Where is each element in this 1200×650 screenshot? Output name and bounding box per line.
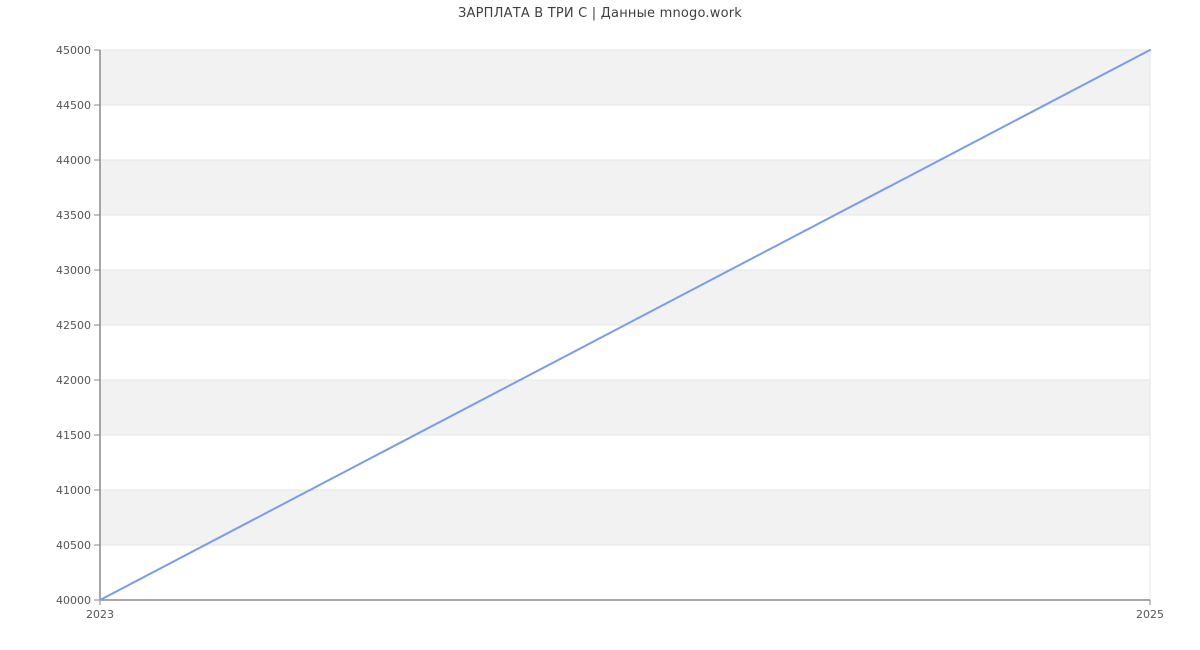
x-axis-tick-labels: 2023 2025 bbox=[86, 608, 1164, 621]
series-group bbox=[99, 49, 1151, 601]
alternate-band bbox=[100, 160, 1150, 215]
x-axis-tick-label: 2025 bbox=[1136, 608, 1164, 621]
y-axis-tick-label: 43500 bbox=[56, 209, 91, 222]
alternate-grid-bands bbox=[100, 50, 1150, 545]
y-axis-tick-label: 41000 bbox=[56, 484, 91, 497]
chart-title: ЗАРПЛАТА В ТРИ С | Данные mnogo.work bbox=[457, 6, 743, 21]
y-axis-tick-label: 40000 bbox=[56, 594, 91, 607]
y-axis-tick-label: 45000 bbox=[56, 44, 91, 57]
y-axis-tick-label: 40500 bbox=[56, 539, 91, 552]
alternate-band bbox=[100, 490, 1150, 545]
y-axis-tick-label: 44000 bbox=[56, 154, 91, 167]
series-line bbox=[99, 49, 1151, 601]
y-axis-tick-label: 41500 bbox=[56, 429, 91, 442]
alternate-band bbox=[100, 50, 1150, 105]
y-axis-tick-label: 43000 bbox=[56, 264, 91, 277]
y-axis-tick-label: 42000 bbox=[56, 374, 91, 387]
x-axis-tick-label: 2023 bbox=[86, 608, 114, 621]
y-axis-tick-label: 42500 bbox=[56, 319, 91, 332]
y-axis-tick-label: 44500 bbox=[56, 99, 91, 112]
y-axis-tick-labels: 40000 40500 41000 41500 42000 42500 43000 43500… bbox=[56, 44, 91, 607]
alternate-band bbox=[100, 380, 1150, 435]
alternate-band bbox=[100, 270, 1150, 325]
